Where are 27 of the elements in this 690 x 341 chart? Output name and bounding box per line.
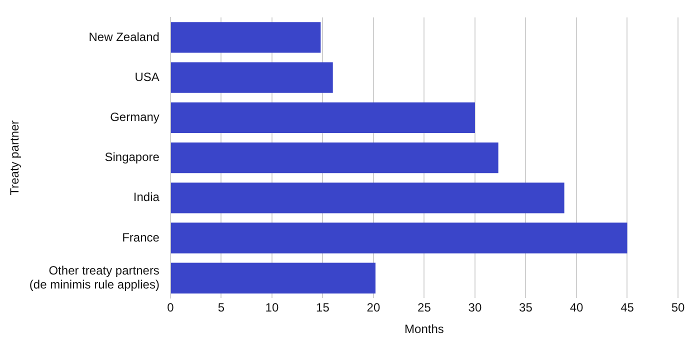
x-tick-label: 5 (218, 300, 225, 315)
x-axis-title: Months (404, 322, 444, 336)
x-tick-label: 45 (620, 300, 634, 315)
x-tick-label: 35 (519, 300, 533, 315)
x-tick-label: 25 (418, 300, 432, 315)
x-tick-label: 40 (570, 300, 584, 315)
x-tick-label: 10 (265, 300, 279, 315)
x-tick-label: 15 (316, 300, 330, 315)
y-tick-label: Germany (110, 110, 160, 124)
x-tick-label: 20 (366, 300, 380, 315)
y-tick-label: India (133, 190, 160, 204)
y-tick-label: USA (134, 70, 160, 84)
y-axis-title: Treaty partner (8, 120, 22, 196)
y-tick-label: Singapore (104, 150, 160, 164)
x-tick-label: 30 (468, 300, 482, 315)
bar (170, 102, 475, 134)
y-tick-label: New Zealand (88, 30, 160, 44)
bar (170, 22, 321, 53)
bar (170, 142, 498, 174)
bar (170, 62, 333, 93)
x-tick-label: 0 (167, 300, 174, 315)
bar (170, 222, 628, 254)
y-tick-label: France (122, 230, 160, 244)
y-tick-label: Other treaty partners (de minimis rule applies) (29, 263, 160, 292)
bar (170, 182, 564, 214)
x-tick-label: 50 (671, 300, 685, 315)
bar (170, 262, 376, 294)
